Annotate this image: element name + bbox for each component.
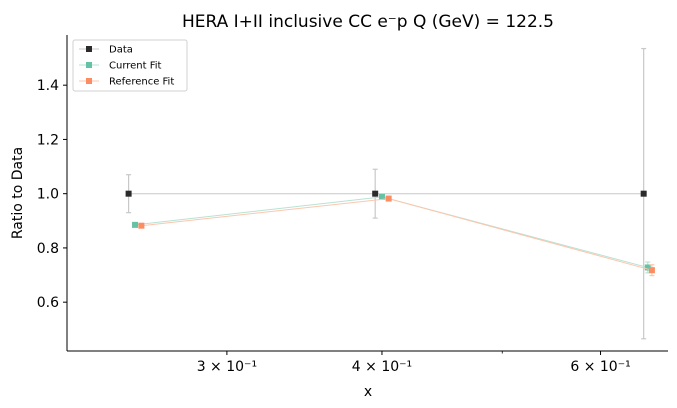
y-tick-label: 1.0 — [37, 187, 59, 203]
data-point — [644, 264, 651, 271]
x-tick-label: 3 × 10⁻¹ — [197, 359, 257, 375]
y-tick-label: 1.4 — [37, 78, 59, 94]
data-point — [378, 193, 385, 200]
series-line-2 — [141, 198, 653, 271]
x-tick-label: 6 × 10⁻¹ — [570, 359, 630, 375]
x-axis-label: x — [364, 384, 372, 400]
data-point — [372, 190, 379, 197]
legend-marker — [86, 78, 92, 84]
ticks: 3 × 10⁻¹ 4 × 10⁻¹ 6 × 10⁻¹ 0.6 0.8 1.0 1.2 1.4 — [37, 78, 631, 375]
y-axis-label: Ratio to Data — [10, 147, 26, 239]
data-point — [385, 195, 392, 202]
series-line-1 — [134, 196, 648, 268]
y-tick-label: 0.6 — [37, 295, 59, 311]
chart-title: HERA I+II inclusive CC e⁻p Q (GeV) = 122… — [182, 12, 554, 32]
legend-label: Current Fit — [109, 61, 162, 72]
data-point — [138, 222, 145, 229]
data-point — [648, 267, 655, 274]
legend-frame — [72, 39, 188, 92]
data-point — [125, 190, 132, 197]
y-tick-label: 1.2 — [37, 132, 59, 148]
axes — [66, 35, 668, 352]
y-tick-label: 0.8 — [37, 241, 59, 257]
legend-marker — [86, 46, 92, 52]
legend: Data Current Fit Reference Fit — [72, 39, 188, 92]
legend-label: Data — [109, 45, 133, 56]
legend-label: Reference Fit — [109, 77, 174, 88]
data-point — [132, 221, 139, 228]
plot-area — [125, 47, 655, 340]
x-tick-label: 4 × 10⁻¹ — [352, 359, 412, 375]
legend-marker — [86, 62, 92, 68]
data-point — [640, 190, 647, 197]
